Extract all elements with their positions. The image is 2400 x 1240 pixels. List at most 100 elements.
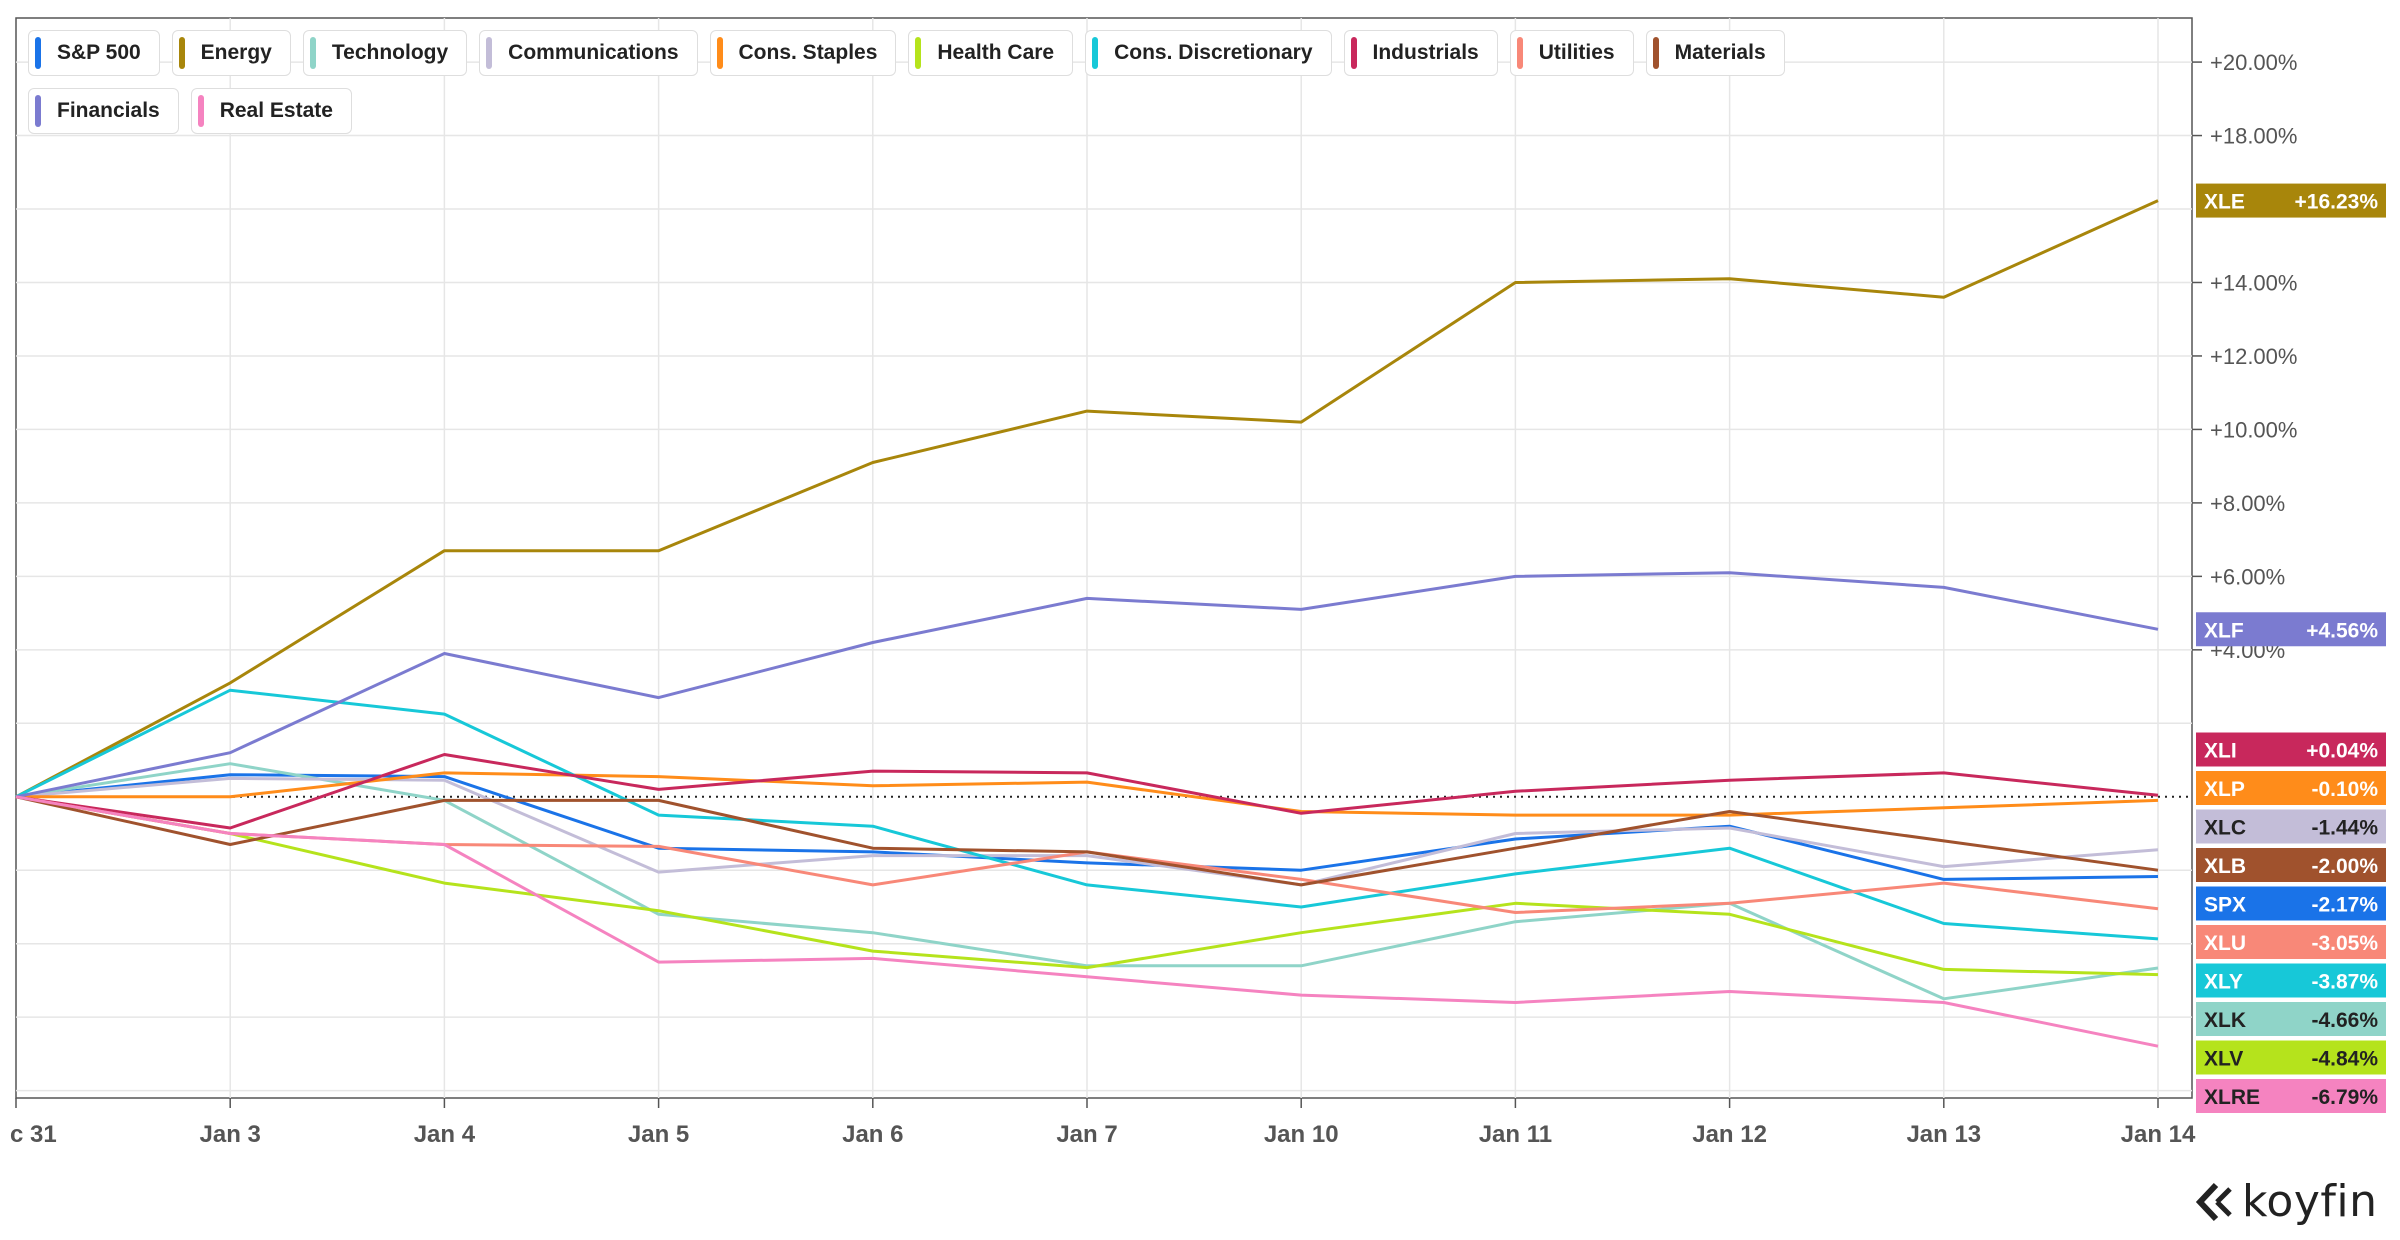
y-tick-label: +14.00% — [2210, 270, 2297, 295]
y-tick-label: +20.00% — [2210, 50, 2297, 75]
legend-swatch — [716, 37, 723, 69]
series-line-xlk[interactable] — [15, 762, 2159, 1001]
end-tag-xlb: XLB -2.00% — [2196, 848, 2386, 882]
end-tag-xlv: XLV -4.84% — [2196, 1040, 2386, 1075]
legend-item-health-care[interactable]: Health Care — [908, 30, 1074, 76]
legend-swatch — [35, 37, 41, 69]
legend-swatch — [35, 95, 41, 127]
end-tag-value: +16.23% — [2295, 191, 2379, 214]
legend-label: Energy — [200, 41, 272, 64]
end-tag-value: -0.10% — [2311, 778, 2378, 801]
legend-label: Cons. Staples — [738, 41, 878, 64]
series-line-xlre[interactable] — [15, 795, 2159, 1048]
x-tick-label: Jan 13 — [1906, 1121, 1981, 1148]
legend-label: S&P 500 — [57, 41, 141, 64]
end-tag-ticker: XLK — [2204, 1009, 2246, 1032]
legend-swatch — [1516, 37, 1523, 69]
end-tag-value: -3.87% — [2311, 971, 2378, 994]
koyfin-logo-icon — [2196, 1182, 2232, 1221]
y-tick-label: +8.00% — [2210, 491, 2285, 516]
koyfin-logo: koyfin — [2196, 1176, 2377, 1227]
series-line-xli[interactable] — [15, 753, 2159, 830]
legend-item-cons-discretionary[interactable]: Cons. Discretionary — [1085, 30, 1332, 76]
series-line-xlf[interactable] — [15, 571, 2159, 799]
x-tick-label: Jan 5 — [628, 1121, 689, 1148]
end-tag-xlre: XLRE -6.79% — [2196, 1079, 2386, 1113]
y-tick-label: +18.00% — [2210, 124, 2297, 149]
series-line-spx[interactable] — [15, 773, 2159, 881]
end-tag-spx: SPX -2.17% — [2196, 886, 2386, 921]
legend-item-communications[interactable]: Communications — [479, 30, 698, 76]
end-tag-xle: XLE +16.23% — [2196, 183, 2386, 218]
legend-item-s-p-500[interactable]: S&P 500 — [28, 30, 160, 76]
end-tag-value: -4.66% — [2311, 1009, 2378, 1032]
x-tick-label: Jan 7 — [1056, 1121, 1117, 1148]
end-tag-value: -3.05% — [2311, 932, 2378, 955]
end-tag-value: +0.04% — [2306, 740, 2378, 763]
end-tag-background — [2196, 612, 2386, 647]
legend-item-technology[interactable]: Technology — [302, 30, 468, 76]
end-tag-xlc: XLC -1.44% — [2196, 809, 2386, 844]
legend-item-utilities[interactable]: Utilities — [1509, 30, 1634, 76]
end-tag-ticker: XLY — [2204, 971, 2243, 994]
legend-item-energy[interactable]: Energy — [171, 30, 291, 76]
legend-swatch — [1652, 37, 1659, 69]
end-tag-value: -2.17% — [2311, 894, 2378, 917]
legend-swatch — [486, 37, 493, 69]
end-tag-xli: XLI +0.04% — [2196, 732, 2386, 767]
end-tag-background — [2196, 183, 2386, 218]
end-tag-background — [2196, 1079, 2386, 1113]
end-tag-ticker: XLI — [2204, 740, 2237, 763]
legend-label: Materials — [1674, 41, 1766, 64]
legend-item-real-estate[interactable]: Real Estate — [190, 88, 352, 134]
legend-swatch — [915, 37, 922, 69]
end-tag-background — [2196, 809, 2386, 844]
legend-label: Utilities — [1538, 41, 1615, 64]
end-tag-xly: XLY -3.87% — [2196, 963, 2386, 998]
y-tick-label: +6.00% — [2210, 564, 2285, 589]
y-tick-label: +10.00% — [2210, 417, 2297, 442]
chart-legend: S&P 500 Energy Technology Communications Con… — [28, 30, 1908, 134]
legend-label: Communications — [508, 41, 679, 64]
legend-swatch — [309, 37, 316, 69]
end-tag-ticker: XLE — [2204, 191, 2245, 214]
x-tick-label: Jan 11 — [1479, 1121, 1552, 1148]
end-tag-ticker: XLF — [2204, 619, 2244, 642]
end-tag-ticker: XLB — [2204, 855, 2246, 878]
legend-item-financials[interactable]: Financials — [28, 88, 179, 134]
end-tag-xlk: XLK -4.66% — [2196, 1002, 2386, 1036]
end-tag-background — [2196, 963, 2386, 998]
end-tag-background — [2196, 886, 2386, 921]
x-tick-label: Jan 12 — [1692, 1121, 1767, 1148]
legend-item-materials[interactable]: Materials — [1645, 30, 1785, 76]
legend-label: Real Estate — [219, 99, 333, 122]
series-line-xlb[interactable] — [15, 795, 2159, 887]
legend-label: Cons. Discretionary — [1114, 41, 1313, 64]
end-tag-xlp: XLP -0.10% — [2196, 771, 2386, 805]
legend-swatch — [1350, 37, 1357, 69]
legend-label: Industrials — [1372, 41, 1479, 64]
legend-item-cons-staples[interactable]: Cons. Staples — [709, 30, 897, 76]
legend-label: Technology — [331, 41, 449, 64]
series-line-xly[interactable] — [15, 688, 2159, 941]
series-line-xlv[interactable] — [15, 795, 2159, 977]
chart-series-lines — [15, 199, 2159, 1048]
legend-swatch — [1092, 37, 1099, 69]
end-tag-ticker: XLV — [2204, 1048, 2243, 1071]
end-tag-xlu: XLU -3.05% — [2196, 925, 2386, 959]
end-tag-value: -6.79% — [2311, 1086, 2378, 1109]
series-line-xle[interactable] — [15, 199, 2159, 799]
end-tag-ticker: XLC — [2204, 817, 2246, 840]
end-tag-value: -2.00% — [2311, 855, 2378, 878]
x-tick-label: Jan 10 — [1264, 1121, 1339, 1148]
end-tag-xlf: XLF +4.56% — [2196, 612, 2386, 647]
end-tag-value: -4.84% — [2311, 1048, 2378, 1071]
x-tick-label: c 31 — [10, 1121, 57, 1148]
series-line-xlp[interactable] — [16, 771, 2159, 817]
end-tag-background — [2196, 771, 2386, 805]
x-tick-label: Jan 4 — [414, 1121, 476, 1148]
end-tag-ticker: XLU — [2204, 932, 2246, 955]
legend-item-industrials[interactable]: Industrials — [1343, 30, 1498, 76]
end-tag-background — [2196, 1002, 2386, 1036]
